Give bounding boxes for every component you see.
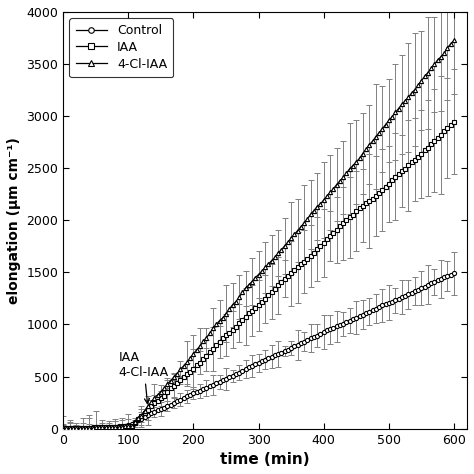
X-axis label: time (min): time (min) (220, 452, 310, 467)
Text: IAA
4-Cl-IAA: IAA 4-Cl-IAA (118, 350, 169, 404)
Y-axis label: elongation (μm cm⁻¹): elongation (μm cm⁻¹) (7, 137, 21, 304)
Legend: Control, IAA, 4-Cl-IAA: Control, IAA, 4-Cl-IAA (70, 18, 173, 77)
